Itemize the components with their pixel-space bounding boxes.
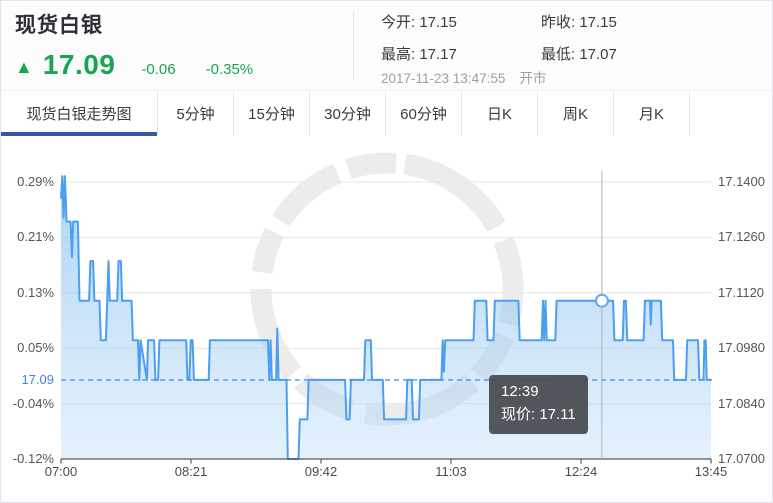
y-axis-right-label-5: 17.0700 <box>718 451 765 466</box>
quote-timestamp: 2017-11-23 13:47:55 <box>381 71 506 86</box>
x-axis-label-2: 09:42 <box>304 464 338 479</box>
price-row: ▲ 17.09 -0.06 -0.35% <box>15 49 253 81</box>
y-axis-right-label-1: 17.1260 <box>718 229 765 245</box>
y-axis-left-label-3: 0.05% <box>17 340 54 356</box>
y-axis-left-label-2: 0.13% <box>17 284 54 300</box>
chart-tabs: 现货白银走势图 5分钟 15分钟 30分钟 60分钟 日K 周K 月K <box>1 90 772 137</box>
header-divider <box>353 11 354 81</box>
price-change: -0.06 <box>141 61 176 78</box>
stat-3: 最低: 17.07 <box>541 46 617 63</box>
y-axis-left-label-1: 0.21% <box>17 229 54 245</box>
crosshair-marker <box>594 293 609 308</box>
y-axis-left-label-4: -0.04% <box>12 395 54 411</box>
x-axis-label-5: 13:45 <box>694 464 728 479</box>
current-price: 17.09 <box>42 49 116 80</box>
crosshair-tooltip: 12:39 现价: 17.11 <box>489 375 588 434</box>
tab-0[interactable]: 现货白银走势图 <box>1 91 158 137</box>
stat-0: 今开: 17.15 <box>381 14 457 31</box>
y-axis-left-label-5: -0.12% <box>12 451 54 466</box>
timestamp-row: 2017-11-23 13:47:55 开市 <box>381 67 560 87</box>
tab-4[interactable]: 60分钟 <box>386 91 462 137</box>
tab-5[interactable]: 日K <box>462 91 538 137</box>
price-line-chart[interactable] <box>1 136 773 503</box>
market-status: 开市 <box>519 71 547 86</box>
x-axis-label-4: 12:24 <box>564 464 598 479</box>
y-axis-right-label-3: 17.0980 <box>718 340 765 356</box>
tab-2[interactable]: 15分钟 <box>234 91 310 137</box>
price-change-percent: -0.35% <box>205 61 254 78</box>
tooltip-price: 现价: 17.11 <box>501 406 576 424</box>
stat-2: 最高: 17.17 <box>381 46 457 63</box>
stat-1: 昨收: 17.15 <box>541 14 617 31</box>
y-axis-left-label-0: 0.29% <box>17 174 54 189</box>
tab-3[interactable]: 30分钟 <box>310 91 386 137</box>
instrument-title: 现货白银 <box>15 14 103 37</box>
tab-7[interactable]: 月K <box>614 91 690 137</box>
tab-1[interactable]: 5分钟 <box>158 91 234 137</box>
current-price-axis-label: 17.09 <box>21 372 54 387</box>
quote-header: 现货白银 ▲ 17.09 -0.06 -0.35% 今开: 17.15 昨收: 1… <box>1 1 772 90</box>
stats-grid: 今开: 17.15 昨收: 17.15 最高: 17.17 最低: 17.07 <box>381 11 751 64</box>
up-triangle-icon: ▲ <box>15 57 33 77</box>
x-axis-label-0: 07:00 <box>44 464 78 479</box>
x-axis-label-3: 11:03 <box>435 464 467 479</box>
y-axis-right-label-4: 17.0840 <box>718 395 765 411</box>
chart-area[interactable]: 0.29% 0.21% 0.13% 0.05% -0.04% -0.12% 17.1400 1… <box>1 136 772 502</box>
x-axis-label-1: 08:21 <box>174 464 208 479</box>
tabbar-filler <box>690 91 772 137</box>
tab-6[interactable]: 周K <box>538 91 614 137</box>
y-axis-right-label-0: 17.1400 <box>718 174 765 189</box>
y-axis-right-label-2: 17.1120 <box>718 284 765 300</box>
tooltip-time: 12:39 <box>501 383 539 400</box>
